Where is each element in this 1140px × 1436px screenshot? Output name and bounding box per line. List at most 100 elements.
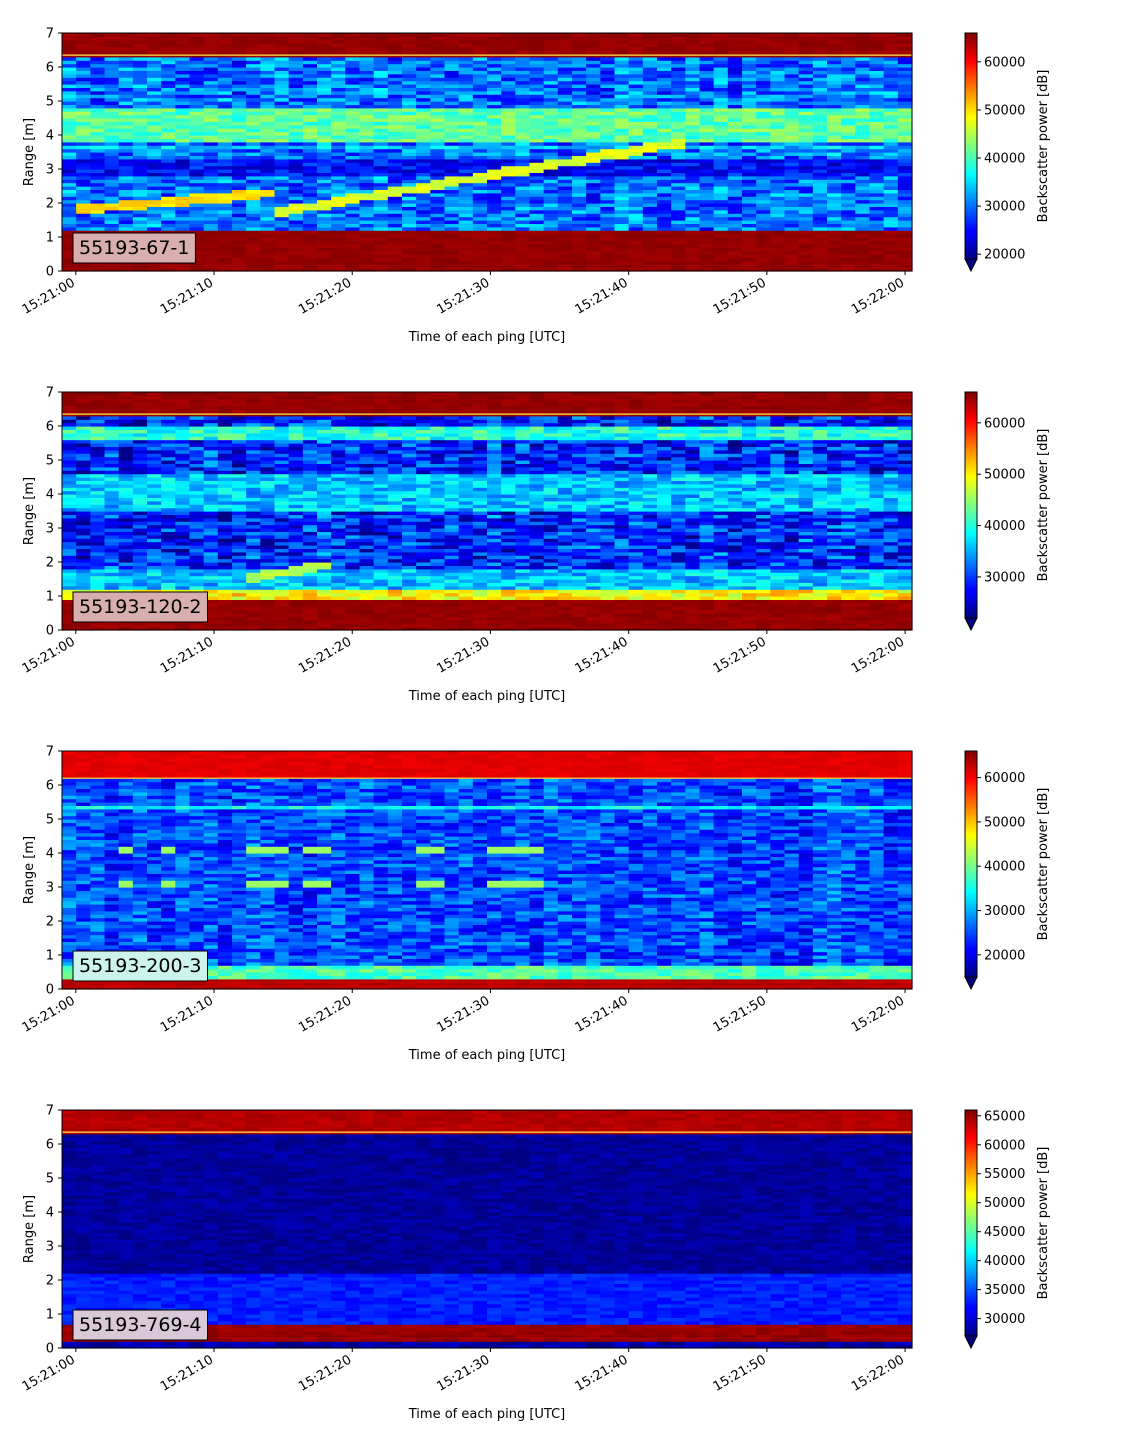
y-tick-label: 3: [46, 163, 54, 178]
plot-frame: [61, 391, 913, 631]
colorbar-label: Backscatter power [dB]: [1036, 788, 1051, 941]
plot-frame: [61, 32, 913, 272]
x-tick-label: 15:21:40: [573, 993, 631, 1035]
panel-label-box: [72, 591, 209, 623]
x-tick-label: 15:21:00: [20, 275, 78, 317]
y-axis-label: Range [m]: [22, 836, 37, 904]
colorbar-tick-label: 55000: [984, 1167, 1025, 1182]
y-tick-label: 5: [46, 95, 54, 110]
heatmap-cells: [62, 1110, 913, 1349]
y-axis-label: Range [m]: [22, 118, 37, 186]
x-tick-label: 15:21:30: [434, 275, 492, 317]
y-tick-label: 6: [46, 779, 54, 794]
x-tick-label: 15:22:00: [849, 1352, 907, 1394]
x-axis-label: Time of each ping [UTC]: [408, 1048, 566, 1063]
y-tick-label: 3: [46, 522, 54, 537]
colorbar-tick-label: 60000: [984, 416, 1025, 431]
y-tick-label: 2: [46, 1274, 54, 1289]
y-tick-label: 7: [46, 745, 54, 760]
y-tick-label: 2: [46, 197, 54, 212]
x-tick-label: 15:21:30: [434, 1352, 492, 1394]
colorbar-label: Backscatter power [dB]: [1036, 1147, 1051, 1300]
y-tick-label: 0: [46, 265, 54, 280]
heatmap-cells: [62, 392, 913, 631]
panel-label-box: [72, 950, 209, 982]
colorbar-tick-label: 40000: [984, 860, 1025, 875]
y-axis-label: Range [m]: [22, 1195, 37, 1263]
x-tick-label: 15:21:00: [20, 993, 78, 1035]
x-axis-label: Time of each ping [UTC]: [408, 1407, 566, 1422]
x-tick-label: 15:21:10: [158, 275, 216, 317]
y-tick-label: 4: [46, 847, 54, 862]
colorbar: [964, 391, 978, 619]
x-tick-label: 15:21:30: [434, 993, 492, 1035]
x-tick-label: 15:21:10: [158, 634, 216, 676]
colorbar-tick-label: 60000: [984, 55, 1025, 70]
y-tick-label: 4: [46, 129, 54, 144]
x-tick-label: 15:21:00: [20, 1352, 78, 1394]
y-tick-label: 1: [46, 1308, 54, 1323]
panel-label-box: [72, 1309, 209, 1341]
y-tick-label: 2: [46, 556, 54, 571]
y-tick-label: 7: [46, 386, 54, 401]
x-tick-label: 15:21:10: [158, 1352, 216, 1394]
plot-frame: [61, 1109, 913, 1349]
colorbar-tick-label: 40000: [984, 152, 1025, 167]
x-tick-label: 15:21:20: [296, 634, 354, 676]
y-tick-label: 3: [46, 881, 54, 896]
chart-panel-3: 0 1 2 3 4 5 6 7 15:21:00 15:21:10 15:21:20 15:21:30…: [20, 745, 1051, 1064]
y-tick-label: 0: [46, 1342, 54, 1357]
chart-panel-4: 0 1 2 3 4 5 6 7 15:21:00 15:21:10 15:21:20 15:21:30…: [20, 1104, 1051, 1423]
colorbar-tick-label: 50000: [984, 1196, 1025, 1211]
y-tick-label: 6: [46, 420, 54, 435]
colorbar-tick-label: 30000: [984, 1312, 1025, 1327]
colorbar-tick-label: 65000: [984, 1109, 1025, 1124]
colorbar-extend-arrow: [964, 1335, 978, 1350]
colorbar-tick-label: 40000: [984, 1254, 1025, 1269]
colorbar-tick-label: 20000: [984, 948, 1025, 963]
colorbar-extend-arrow: [964, 617, 978, 632]
colorbar-extend-arrow: [964, 258, 978, 273]
chart-panel-2: 0 1 2 3 4 5 6 7 15:21:00 15:21:10 15:21:20 15:21:30…: [20, 386, 1051, 705]
y-tick-label: 6: [46, 61, 54, 76]
x-tick-label: 15:21:50: [711, 634, 769, 676]
colorbar-tick-label: 60000: [984, 771, 1025, 786]
x-tick-label: 15:21:10: [158, 993, 216, 1035]
y-tick-label: 7: [46, 27, 54, 42]
x-tick-label: 15:22:00: [849, 634, 907, 676]
colorbar-extend-arrow: [964, 976, 978, 991]
y-tick-label: 3: [46, 1240, 54, 1255]
x-tick-label: 15:21:00: [20, 634, 78, 676]
y-axis-label: Range [m]: [22, 477, 37, 545]
chart-panel-1: 0 1 2 3 4 5 6 7 15:21:00 15:21:10 15:21:20 15:21:30…: [20, 27, 1051, 346]
x-tick-label: 15:21:40: [573, 275, 631, 317]
x-tick-label: 15:21:50: [711, 275, 769, 317]
y-tick-label: 5: [46, 813, 54, 828]
x-axis-label: Time of each ping [UTC]: [408, 689, 566, 704]
y-tick-label: 4: [46, 1206, 54, 1221]
panel-label: 55193-67-1: [79, 237, 189, 259]
colorbar: [964, 32, 978, 260]
colorbar-label: Backscatter power [dB]: [1036, 429, 1051, 582]
panel-label-box: [72, 232, 196, 264]
x-tick-label: 15:22:00: [849, 993, 907, 1035]
x-tick-label: 15:22:00: [849, 275, 907, 317]
y-tick-label: 1: [46, 231, 54, 246]
heatmap-cells: [62, 751, 913, 990]
x-tick-label: 15:21:20: [296, 275, 354, 317]
x-tick-label: 15:21:50: [711, 993, 769, 1035]
y-tick-label: 0: [46, 983, 54, 998]
colorbar: [964, 1109, 978, 1337]
colorbar-tick-label: 30000: [984, 200, 1025, 215]
x-axis-label: Time of each ping [UTC]: [408, 330, 566, 345]
x-tick-label: 15:21:40: [573, 634, 631, 676]
y-tick-label: 4: [46, 488, 54, 503]
colorbar-tick-label: 30000: [984, 570, 1025, 585]
y-tick-label: 6: [46, 1138, 54, 1153]
panel-label: 55193-200-3: [79, 955, 202, 977]
panel-label: 55193-769-4: [79, 1314, 202, 1336]
x-tick-label: 15:21:40: [573, 1352, 631, 1394]
colorbar-tick-label: 50000: [984, 103, 1025, 118]
x-tick-label: 15:21:20: [296, 1352, 354, 1394]
